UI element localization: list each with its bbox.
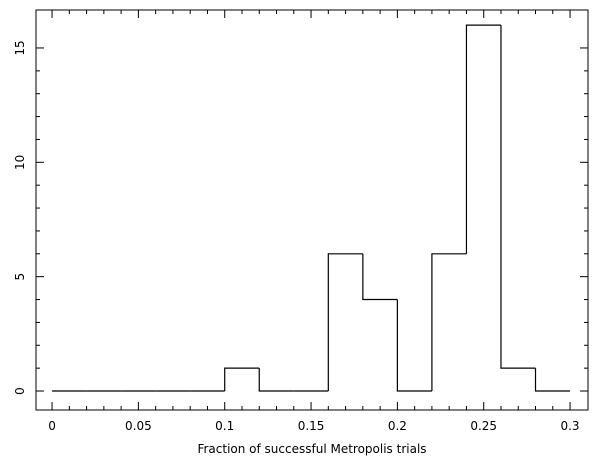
y-tick-label: 5 (13, 273, 27, 281)
plot-frame (35, 9, 589, 411)
x-axis-label: Fraction of successful Metropolis trials (197, 442, 426, 456)
x-tick-label: 0.15 (298, 419, 325, 433)
histogram-bin (224, 367, 260, 392)
histogram-bin (465, 24, 501, 254)
histogram-bin (431, 253, 467, 392)
histogram-bin (327, 253, 363, 392)
histogram-bin (396, 299, 432, 392)
x-tick-label: 0.1 (215, 419, 234, 433)
x-tick-label: 0.25 (470, 419, 497, 433)
histogram-bin (500, 25, 536, 369)
y-tick-label: 15 (13, 40, 27, 55)
x-tick-label: 0.2 (388, 419, 407, 433)
histogram-bin (534, 368, 571, 392)
x-tick-label: 0.05 (125, 419, 152, 433)
y-tick-label: 10 (13, 155, 27, 170)
y-tick-label: 0 (13, 387, 27, 395)
x-tick-label: 0.3 (560, 419, 579, 433)
histogram-bin (258, 368, 294, 392)
x-tick-label: 0 (48, 419, 56, 433)
histogram-bin (362, 253, 398, 301)
